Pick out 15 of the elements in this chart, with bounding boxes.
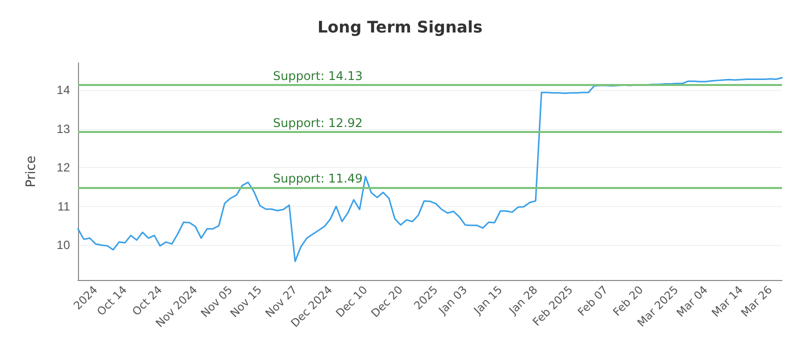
ref-line-label: Support: 12.92 (273, 116, 363, 130)
x-tick-label: Feb 07 (575, 283, 611, 319)
y-tick-label: 13 (56, 122, 70, 136)
ref-line-label: Support: 14.13 (273, 69, 363, 84)
chart-title: Long Term Signals (317, 18, 483, 36)
y-tick-label: 12 (56, 160, 70, 175)
y-tick-label: 11 (58, 199, 70, 214)
ref-line-label: Support: 11.49 (273, 171, 363, 186)
x-tick-label: Dec 10 (333, 283, 370, 320)
y-tick-label: 10 (56, 238, 70, 252)
x-tick-label: Jan 15 (470, 283, 505, 318)
x-tick-label: Jan 03 (436, 283, 470, 318)
x-tick-label: Dec 20 (368, 283, 406, 320)
y-axis-title: Price (24, 156, 39, 188)
y-tick-label: 14 (56, 83, 70, 98)
